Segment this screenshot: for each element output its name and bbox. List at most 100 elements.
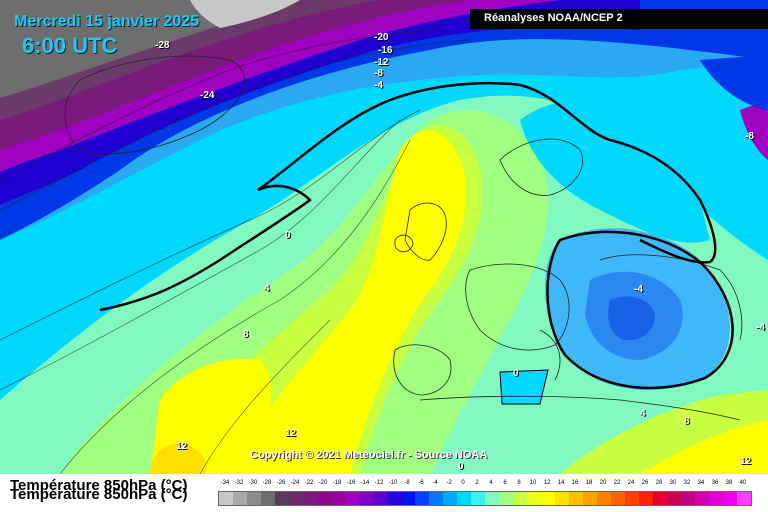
legend-swatch xyxy=(289,492,303,505)
legend-ticks: -34 -32 -30 -28 -26 -24 -22 -20 -18 -16 -14 -12 -10-… xyxy=(218,480,747,490)
legend-tick-label: -24 xyxy=(290,480,300,486)
legend-swatch xyxy=(681,492,695,505)
legend-swatch xyxy=(359,492,373,505)
legend-swatch xyxy=(583,492,597,505)
legend-tick-label: 36 xyxy=(711,480,719,486)
legend-swatch xyxy=(527,492,541,505)
contour-label: -4 xyxy=(374,80,383,91)
legend-tick-label: 26 xyxy=(641,480,649,486)
legend-tick-label: 8 xyxy=(517,480,521,486)
contour-label: -24 xyxy=(200,90,215,101)
legend-swatch xyxy=(345,492,359,505)
legend-swatch xyxy=(709,492,723,505)
contour-label: 8 xyxy=(243,329,249,340)
legend-tick-label: 12 xyxy=(543,480,551,486)
legend-tick-label: 30 xyxy=(669,480,677,486)
legend-swatch xyxy=(695,492,709,505)
contour-label: 4 xyxy=(640,408,646,419)
legend-swatch xyxy=(723,492,737,505)
legend-tick-label: 10 xyxy=(529,480,537,486)
contour-label: 0 xyxy=(458,461,464,472)
contour-label: -12 xyxy=(374,57,389,68)
contour-label: 0 xyxy=(285,230,291,241)
contour-label: -8 xyxy=(374,68,383,79)
legend-tick-label: 20 xyxy=(599,480,607,486)
copyright-label: Copyright © 2021 Meteociel.fr - Source N… xyxy=(250,449,488,461)
legend-swatch xyxy=(261,492,275,505)
legend-swatch xyxy=(555,492,569,505)
legend-tick-label: -34 xyxy=(220,480,230,486)
legend-tick-label: -8 xyxy=(404,480,410,486)
color-scale-bar xyxy=(218,491,752,506)
legend-tick-label: -2 xyxy=(446,480,452,486)
legend-swatch xyxy=(219,492,233,505)
legend-swatch xyxy=(303,492,317,505)
legend-swatch xyxy=(233,492,247,505)
legend-swatch xyxy=(737,492,751,505)
legend-tick-label: 14 xyxy=(557,480,565,486)
legend-tick-label: -6 xyxy=(418,480,424,486)
legend-tick-label: -22 xyxy=(304,480,314,486)
legend-tick-label: -10 xyxy=(388,480,398,486)
legend-tick-label: -14 xyxy=(360,480,370,486)
legend-swatch xyxy=(639,492,653,505)
time-label: 6:00 UTC xyxy=(22,33,118,58)
legend-tick-label: -32 xyxy=(234,480,244,486)
legend-swatch xyxy=(457,492,471,505)
legend-swatch xyxy=(443,492,457,505)
legend-tick-label: 18 xyxy=(585,480,593,486)
legend-title: Température 850hPa (°C) xyxy=(10,477,188,494)
legend-swatch xyxy=(569,492,583,505)
legend-tick-label: 0 xyxy=(461,480,465,486)
source-label: Réanalyses NOAA/NCEP 2 xyxy=(484,12,623,24)
source-banner xyxy=(470,9,768,29)
legend-swatch xyxy=(429,492,443,505)
legend-title-shadow: Température 850hPa (°C) xyxy=(10,486,188,503)
legend-tick-label: -20 xyxy=(318,480,328,486)
legend-tick-label: 22 xyxy=(613,480,621,486)
contour-label: -16 xyxy=(378,45,393,56)
contour-label: 12 xyxy=(176,441,188,452)
contour-label: -4 xyxy=(756,322,765,333)
legend-swatch xyxy=(597,492,611,505)
legend-tick-label: -28 xyxy=(262,480,272,486)
legend-swatch xyxy=(275,492,289,505)
contour-label: 12 xyxy=(285,428,297,439)
legend-tick-label: -26 xyxy=(276,480,286,486)
legend-tick-label: 24 xyxy=(627,480,635,486)
legend-tick-label: 4 xyxy=(489,480,493,486)
contour-label: 4 xyxy=(264,283,270,294)
contour-label: -28 xyxy=(155,40,170,51)
legend-swatch xyxy=(387,492,401,505)
contour-label: 12 xyxy=(740,456,752,467)
legend-tick-label: 34 xyxy=(697,480,705,486)
contour-label: -8 xyxy=(745,131,754,142)
legend-tick-label: -4 xyxy=(432,480,438,486)
date-label: Mercredi 15 janvier 2025 xyxy=(14,13,200,30)
legend-tick-label: 32 xyxy=(683,480,691,486)
legend-swatch xyxy=(541,492,555,505)
legend-swatch xyxy=(415,492,429,505)
legend-tick-label: 2 xyxy=(475,480,479,486)
legend-swatch xyxy=(653,492,667,505)
legend-swatch xyxy=(373,492,387,505)
legend-tick-label: -30 xyxy=(248,480,258,486)
legend-tick-label: -18 xyxy=(332,480,342,486)
legend-tick-label: 38 xyxy=(725,480,733,486)
legend-tick-label: 6 xyxy=(503,480,507,486)
contour-label: 8 xyxy=(684,416,690,427)
legend-tick-label: 28 xyxy=(655,480,663,486)
legend-swatch xyxy=(247,492,261,505)
contour-label: -4 xyxy=(634,284,643,295)
legend-swatch xyxy=(499,492,513,505)
legend-swatch xyxy=(485,492,499,505)
legend-swatch xyxy=(471,492,485,505)
legend-swatch xyxy=(401,492,415,505)
legend-swatch xyxy=(625,492,639,505)
legend-swatch xyxy=(513,492,527,505)
legend-tick-label: -16 xyxy=(346,480,356,486)
legend-swatch xyxy=(611,492,625,505)
legend-tick-label: -12 xyxy=(374,480,384,486)
legend-swatch xyxy=(317,492,331,505)
contour-label: -20 xyxy=(374,32,389,43)
